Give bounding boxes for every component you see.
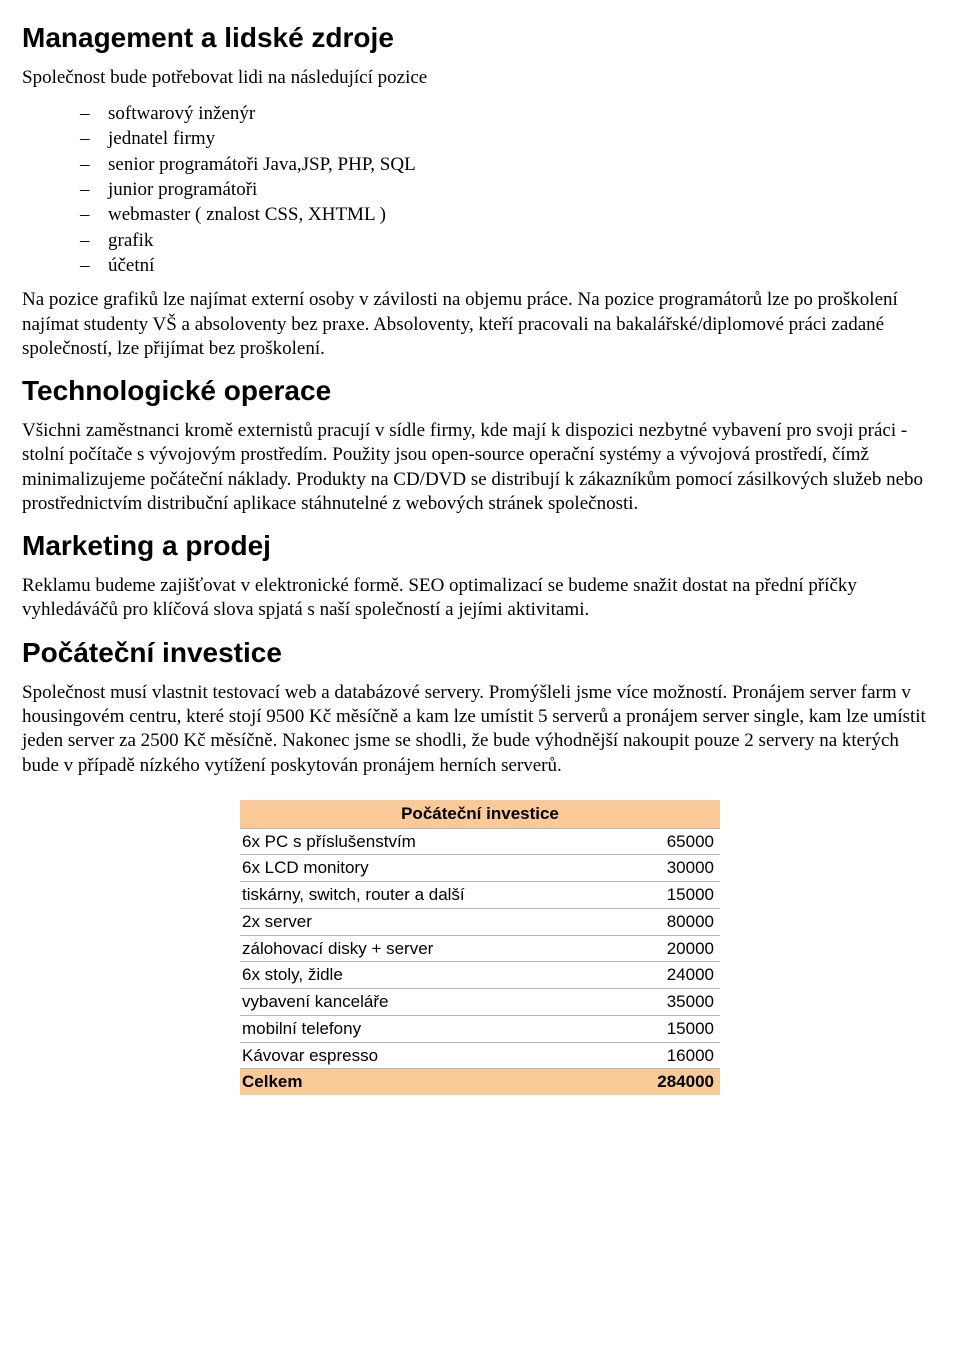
cell-label: mobilní telefony: [240, 1015, 610, 1042]
list-item: účetní: [80, 254, 938, 278]
cell-value: 65000: [610, 828, 720, 855]
invest-table: Počáteční investice 6x PC s příslušenstv…: [240, 800, 720, 1095]
cell-label: vybavení kanceláře: [240, 989, 610, 1016]
table-title: Počáteční investice: [240, 800, 720, 828]
hr-heading: Management a lidské zdroje: [22, 20, 938, 56]
cell-label: 6x PC s příslušenstvím: [240, 828, 610, 855]
invest-heading: Počáteční investice: [22, 635, 938, 671]
total-value: 284000: [610, 1069, 720, 1095]
total-label: Celkem: [240, 1069, 610, 1095]
cell-value: 35000: [610, 989, 720, 1016]
table-row: 6x stoly, židle 24000: [240, 962, 720, 989]
table-row: 2x server 80000: [240, 908, 720, 935]
invest-body: Společnost musí vlastnit testovací web a…: [22, 681, 938, 778]
invest-table-body: 6x PC s příslušenstvím 65000 6x LCD moni…: [240, 828, 720, 1095]
table-row: zálohovací disky + server 20000: [240, 935, 720, 962]
table-row: vybavení kanceláře 35000: [240, 989, 720, 1016]
list-item: junior programátoři: [80, 178, 938, 202]
cell-label: zálohovací disky + server: [240, 935, 610, 962]
cell-label: 6x stoly, židle: [240, 962, 610, 989]
hr-positions-list: softwarový inženýr jednatel firmy senior…: [22, 102, 938, 278]
cell-label: 6x LCD monitory: [240, 855, 610, 882]
cell-value: 15000: [610, 1015, 720, 1042]
marketing-heading: Marketing a prodej: [22, 528, 938, 564]
cell-value: 30000: [610, 855, 720, 882]
tech-body: Všichni zaměstnanci kromě externistů pra…: [22, 419, 938, 516]
table-row: 6x PC s příslušenstvím 65000: [240, 828, 720, 855]
table-row: tiskárny, switch, router a další 15000: [240, 882, 720, 909]
cell-value: 20000: [610, 935, 720, 962]
marketing-body: Reklamu budeme zajišťovat v elektronické…: [22, 574, 938, 623]
list-item: webmaster ( znalost CSS, XHTML ): [80, 203, 938, 227]
cell-value: 80000: [610, 908, 720, 935]
table-total-row: Celkem 284000: [240, 1069, 720, 1095]
table-row: mobilní telefony 15000: [240, 1015, 720, 1042]
cell-value: 16000: [610, 1042, 720, 1069]
table-row: 6x LCD monitory 30000: [240, 855, 720, 882]
list-item: grafik: [80, 229, 938, 253]
hr-body: Na pozice grafiků lze najímat externí os…: [22, 288, 938, 361]
list-item: senior programátoři Java,JSP, PHP, SQL: [80, 153, 938, 177]
tech-heading: Technologické operace: [22, 373, 938, 409]
hr-intro: Společnost bude potřebovat lidi na násle…: [22, 66, 938, 90]
cell-label: tiskárny, switch, router a další: [240, 882, 610, 909]
cell-value: 15000: [610, 882, 720, 909]
table-row: Kávovar espresso 16000: [240, 1042, 720, 1069]
list-item: jednatel firmy: [80, 127, 938, 151]
list-item: softwarový inženýr: [80, 102, 938, 126]
cell-label: 2x server: [240, 908, 610, 935]
cell-value: 24000: [610, 962, 720, 989]
invest-table-wrap: Počáteční investice 6x PC s příslušenstv…: [240, 800, 720, 1095]
cell-label: Kávovar espresso: [240, 1042, 610, 1069]
